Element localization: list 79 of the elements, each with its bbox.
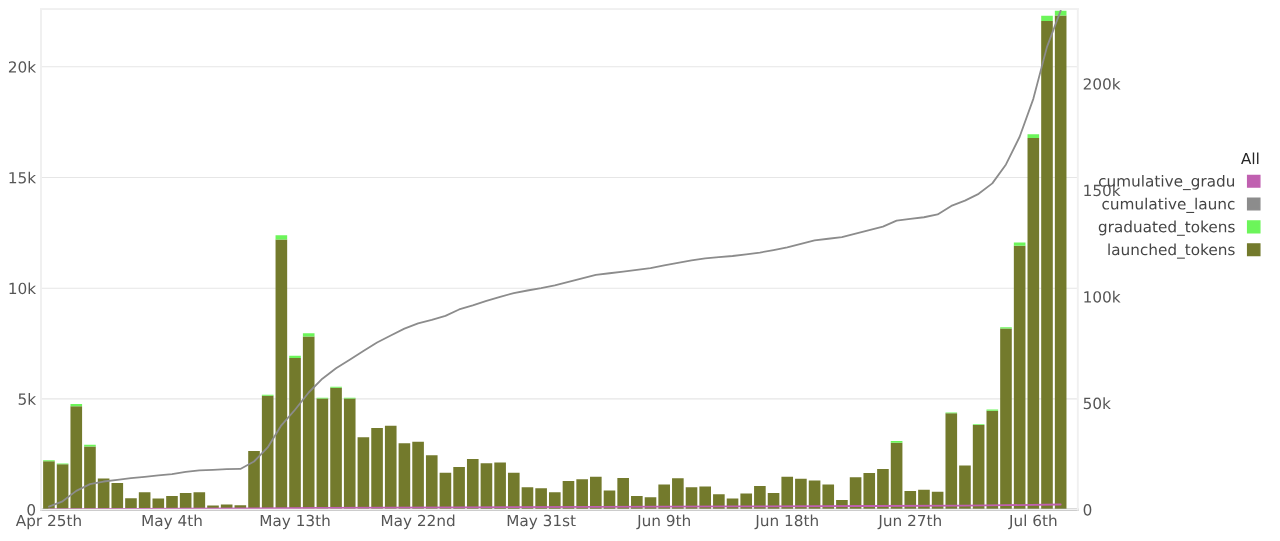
bar	[1041, 15, 1053, 21]
legend-label: graduated_tokens	[1098, 220, 1235, 236]
x-tick-label: May 4th	[142, 514, 202, 530]
bar	[466, 458, 479, 510]
bar	[1000, 328, 1012, 510]
bar	[425, 455, 438, 510]
bar	[863, 473, 876, 510]
legend-title: All	[1241, 152, 1259, 165]
bar	[1027, 138, 1040, 510]
legend-label: launched_tokens	[1108, 243, 1235, 259]
bar	[1041, 20, 1053, 510]
x-tick-label: Jun 18th	[754, 514, 818, 530]
bar	[480, 463, 493, 510]
y-tick-label: 15k	[9, 171, 37, 184]
bar	[261, 395, 274, 510]
bar	[672, 478, 684, 510]
bar	[781, 476, 794, 510]
bar	[576, 479, 588, 510]
bar	[412, 441, 424, 510]
bar	[590, 476, 602, 510]
bar	[658, 484, 670, 510]
bar	[357, 437, 370, 510]
y-tick-label: 0	[27, 504, 36, 516]
bar	[275, 239, 288, 510]
y2-tick-label: 100k	[1084, 290, 1121, 303]
line-series	[48, 9, 1062, 508]
bar	[371, 427, 383, 510]
y-tick-label: 10k	[9, 282, 37, 295]
bar	[70, 404, 83, 407]
bar	[43, 461, 55, 510]
bar	[343, 398, 356, 510]
bar	[617, 477, 629, 510]
y-tick-label: 5k	[18, 393, 37, 405]
bar	[795, 478, 807, 510]
bar	[699, 486, 712, 510]
bar	[289, 357, 301, 510]
bar	[384, 425, 397, 510]
y-tick-label: 20k	[8, 60, 37, 73]
bar	[822, 484, 835, 510]
bar	[713, 494, 725, 510]
x-tick-label: May 13th	[260, 514, 330, 530]
bar	[507, 472, 520, 510]
x-tick-label: May 31st	[507, 514, 576, 530]
bar	[959, 465, 971, 510]
bar	[70, 406, 83, 510]
bar	[125, 498, 137, 510]
y2-tick-label: 50k	[1083, 397, 1111, 410]
bar	[890, 442, 903, 510]
bar	[1054, 15, 1067, 510]
bar	[275, 235, 288, 240]
y2-tick-label: 200k	[1083, 77, 1121, 90]
bar	[166, 496, 178, 510]
x-tick-label: May 22nd	[381, 514, 455, 530]
x-tick-label: Jul 6th	[1008, 514, 1057, 530]
bar	[494, 462, 506, 510]
y2-tick-label: 0	[1083, 504, 1092, 516]
bar	[945, 413, 958, 510]
bar	[877, 468, 889, 510]
bar	[986, 410, 999, 510]
bar	[302, 333, 315, 337]
bar	[316, 398, 329, 510]
bar	[972, 425, 985, 510]
bar	[302, 336, 315, 510]
legend-label: cumulative_launc	[1102, 197, 1235, 213]
bar	[84, 446, 96, 510]
x-tick-label: Apr 25th	[15, 514, 81, 530]
bar	[1013, 245, 1026, 510]
bar	[1013, 242, 1026, 246]
x-tick-label: Jun 27th	[877, 514, 941, 530]
bar	[111, 483, 124, 510]
bar	[248, 450, 260, 510]
bar	[754, 485, 766, 510]
bar	[1027, 134, 1040, 139]
bar	[453, 467, 465, 510]
bar	[330, 387, 342, 510]
x-tick-label: Jun 9th	[636, 514, 690, 530]
bar	[535, 488, 547, 510]
bar	[398, 443, 411, 510]
bar	[289, 355, 301, 358]
